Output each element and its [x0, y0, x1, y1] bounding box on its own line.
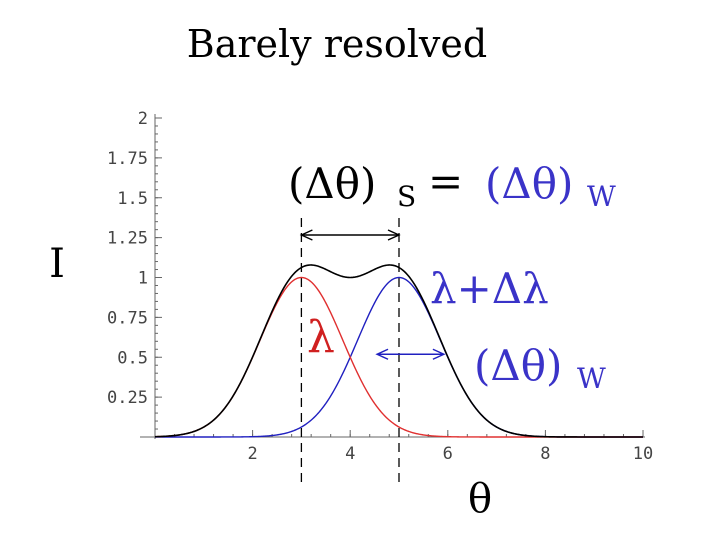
- width-delta-w: (Δθ): [474, 341, 562, 390]
- arrows: [299, 229, 446, 360]
- x-tick-label: 10: [633, 444, 653, 464]
- curves: [154, 264, 643, 438]
- separation-subscript-s: S: [397, 180, 416, 213]
- y-tick-label: 1.75: [107, 149, 148, 169]
- separation-arrow: [299, 229, 401, 241]
- x-tick-label: 6: [443, 444, 453, 464]
- y-tick-label: 0.25: [107, 388, 148, 408]
- y-tick-label: 0.75: [107, 308, 148, 328]
- equals-sign: =: [428, 157, 463, 206]
- width-arrow: [375, 348, 446, 360]
- x-tick-label: 4: [345, 444, 355, 464]
- x-tick-label: 2: [247, 444, 257, 464]
- separation-annotation: (Δθ) S = (Δθ) W: [288, 157, 616, 213]
- series-label-lambda-plus-delta: λ+Δλ: [430, 264, 549, 313]
- y-axis-label: I: [49, 241, 65, 287]
- width-subscript-w: W: [577, 362, 606, 395]
- chart-title: Barely resolved: [187, 22, 487, 66]
- x-axis-label: θ: [468, 476, 492, 522]
- separation-subscript-w: W: [587, 180, 616, 213]
- x-tick-label: 8: [540, 444, 550, 464]
- y-tick-label: 1: [138, 269, 148, 289]
- y-tick-label: 0.5: [117, 348, 148, 368]
- series-label-lambda: λ: [307, 312, 335, 363]
- y-tick-label: 1.5: [117, 189, 148, 209]
- sum-curve: [154, 264, 643, 438]
- y-tick-label: 1.25: [107, 229, 148, 249]
- y-tick-label: 2: [138, 109, 148, 129]
- ticks: 2 4 6 8 10 0.25 0.5 0.75 1 1.25 1.5 1.75 2: [107, 109, 653, 464]
- separation-delta-s: (Δθ): [288, 159, 376, 208]
- separation-delta-w: (Δθ): [485, 159, 573, 208]
- width-annotation: (Δθ) W: [474, 341, 606, 395]
